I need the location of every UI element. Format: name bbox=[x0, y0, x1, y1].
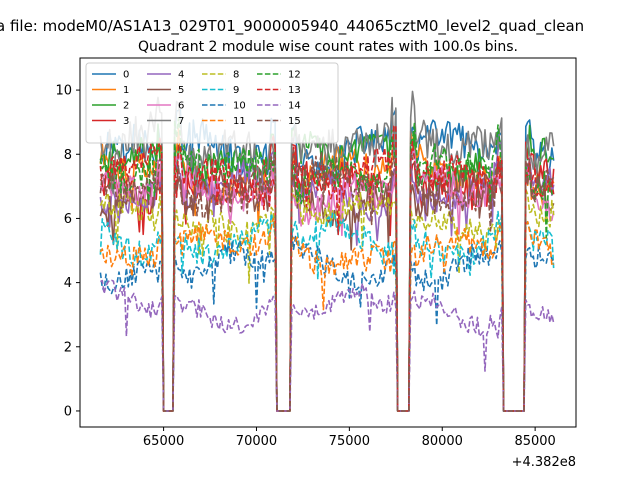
x-tick-label: 70000 bbox=[236, 434, 277, 449]
legend-label-14: 14 bbox=[288, 101, 301, 112]
legend-label-15: 15 bbox=[288, 116, 301, 127]
legend-label-1: 1 bbox=[123, 85, 129, 96]
series-line-8 bbox=[99, 186, 555, 412]
plot-frame bbox=[79, 57, 577, 428]
chart-title: Quadrant 2 module wise count rates with … bbox=[138, 39, 518, 55]
y-tick-label: 6 bbox=[64, 212, 72, 227]
legend-label-8: 8 bbox=[233, 70, 239, 81]
series-line-14 bbox=[100, 279, 555, 412]
legend-label-2: 2 bbox=[123, 101, 129, 112]
x-offset-label: +4.382e8 bbox=[512, 455, 576, 470]
x-tick-label: 80000 bbox=[422, 434, 463, 449]
legend-label-4: 4 bbox=[178, 70, 184, 81]
y-axis: 0 2 4 6 8 10 bbox=[55, 84, 80, 419]
legend-label-11: 11 bbox=[233, 116, 246, 127]
legend-label-9: 9 bbox=[233, 85, 239, 96]
y-tick-label: 4 bbox=[64, 276, 72, 291]
series-layer bbox=[99, 90, 555, 412]
y-tick-label: 8 bbox=[64, 148, 72, 163]
legend-label-13: 13 bbox=[288, 85, 301, 96]
legend-label-6: 6 bbox=[178, 101, 184, 112]
legend-label-12: 12 bbox=[288, 70, 301, 81]
x-tick-label: 75000 bbox=[329, 434, 370, 449]
series-line-6 bbox=[99, 149, 555, 412]
series-line-9 bbox=[99, 210, 555, 412]
legend-label-3: 3 bbox=[123, 116, 129, 127]
figure-suptitle: a file: modeM0/AS1A13_029T01_9000005940_… bbox=[0, 17, 584, 36]
y-tick-label: 2 bbox=[64, 340, 72, 355]
series-line-10 bbox=[99, 232, 555, 412]
legend-label-5: 5 bbox=[178, 85, 184, 96]
series-line-11 bbox=[99, 217, 555, 412]
x-tick-label: 65000 bbox=[143, 434, 184, 449]
legend-label-0: 0 bbox=[123, 70, 129, 81]
x-tick-label: 85000 bbox=[514, 434, 555, 449]
series-line-15 bbox=[99, 149, 555, 412]
y-tick-label: 10 bbox=[55, 84, 72, 99]
x-axis: 65000 70000 75000 80000 85000 bbox=[143, 427, 556, 449]
legend-label-10: 10 bbox=[233, 101, 246, 112]
legend-frame bbox=[85, 62, 339, 144]
legend-label-7: 7 bbox=[178, 116, 184, 127]
y-tick-label: 0 bbox=[64, 404, 72, 419]
